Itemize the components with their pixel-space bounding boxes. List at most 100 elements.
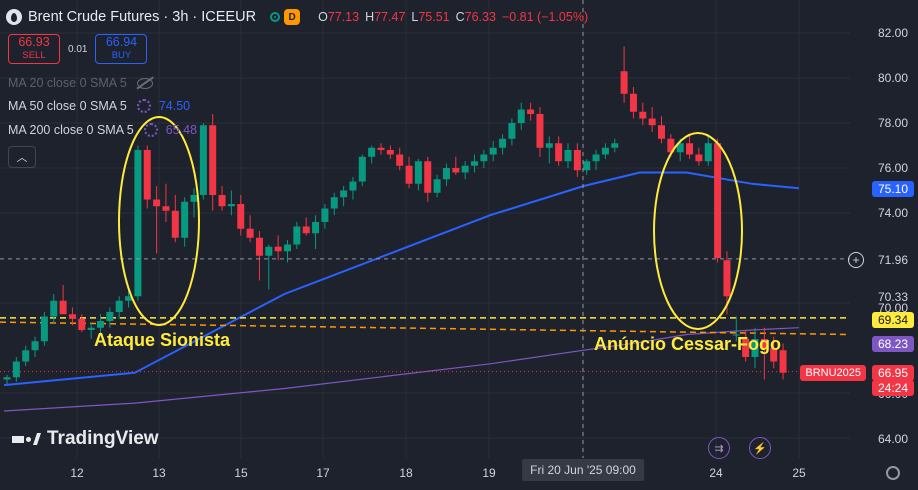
ma50-line-path bbox=[3, 171, 799, 387]
candle-body bbox=[723, 260, 731, 297]
spread-value: 0.01 bbox=[68, 43, 88, 55]
candle-body bbox=[312, 222, 320, 234]
candle-body bbox=[293, 226, 301, 245]
annotation-cessar-fogo: Anúncio Cessar-Fogo bbox=[594, 334, 782, 354]
tradingview-logo[interactable]: TradingView bbox=[12, 428, 159, 450]
ma200-line bbox=[3, 327, 799, 412]
candle-body bbox=[349, 181, 357, 191]
candle-body bbox=[377, 147, 385, 150]
close-value: 76.33 bbox=[464, 10, 496, 24]
candle-body bbox=[181, 201, 189, 238]
candle-body bbox=[442, 168, 450, 180]
candle-body bbox=[536, 114, 544, 148]
loading-icon bbox=[143, 123, 158, 137]
candle-body bbox=[424, 161, 432, 193]
hidden-eye-icon[interactable] bbox=[136, 77, 153, 89]
indicator-ma50[interactable]: MA 50 close 0 SMA 5 74.50 bbox=[8, 99, 191, 113]
ma200-price-tag: 68.23 bbox=[872, 336, 914, 352]
ataque-ellipse bbox=[118, 116, 200, 326]
candle-body bbox=[396, 154, 404, 166]
candle-body bbox=[134, 150, 142, 297]
y-tick: 82.00 bbox=[877, 26, 908, 40]
candle-body bbox=[545, 143, 553, 148]
collapse-legend-button[interactable]: ︿ bbox=[8, 146, 36, 168]
candle-body bbox=[564, 150, 572, 162]
x-tick: 18 bbox=[399, 466, 413, 480]
candle-body bbox=[629, 93, 637, 112]
high-value: 77.47 bbox=[374, 10, 406, 24]
economic-event-icon[interactable]: ⇉ bbox=[708, 437, 730, 459]
settings-gear-icon[interactable] bbox=[886, 466, 900, 480]
y-tick: 70.33 bbox=[877, 290, 908, 304]
add-alert-plus-icon[interactable]: + bbox=[848, 252, 864, 268]
candle-body bbox=[405, 165, 413, 184]
candle-body bbox=[199, 125, 207, 195]
chevron-up-icon: ︿ bbox=[16, 152, 28, 164]
market-status-pill[interactable]: D bbox=[270, 9, 301, 25]
news-event-icon[interactable]: ⚡ bbox=[749, 437, 771, 459]
candle-body bbox=[237, 204, 245, 229]
candle-body bbox=[555, 143, 563, 162]
candle-body bbox=[760, 339, 768, 348]
candle-body bbox=[153, 199, 161, 207]
sell-button[interactable]: 66.93 SELL bbox=[8, 34, 60, 64]
y-tick: 64.00 bbox=[877, 432, 908, 446]
candle-body bbox=[583, 161, 591, 171]
candle-body bbox=[527, 109, 535, 114]
candle-body bbox=[732, 334, 740, 336]
crosshair-time-label: Fri 20 Jun '25 09:00 bbox=[522, 459, 644, 481]
candle-body bbox=[162, 206, 170, 211]
candle-body bbox=[31, 341, 39, 351]
indicator-ma20[interactable]: MA 20 close 0 SMA 5 bbox=[8, 76, 159, 90]
candle-body bbox=[414, 161, 422, 184]
x-tick: 19 bbox=[482, 466, 496, 480]
candle-body bbox=[143, 150, 151, 200]
ma50-line bbox=[3, 171, 799, 387]
candle-body bbox=[125, 296, 133, 301]
annotation-ataque-sionista: Ataque Sionista bbox=[94, 330, 231, 350]
symbol-title[interactable]: Brent Crude Futures · 3h · ICEEUR bbox=[28, 9, 257, 25]
candle-body bbox=[284, 244, 291, 252]
brent-oil-drop-icon bbox=[6, 9, 22, 25]
candle-body bbox=[770, 348, 778, 362]
candle-body bbox=[461, 165, 469, 173]
candle-body bbox=[658, 125, 665, 139]
ma50-price-tag: 75.10 bbox=[872, 181, 914, 197]
candle-body bbox=[667, 138, 675, 153]
chart-header: Brent Crude Futures · 3h · ICEEUR D O77.… bbox=[6, 6, 588, 28]
candle-body bbox=[255, 237, 263, 256]
candle-body bbox=[22, 350, 30, 362]
x-tick: 24 bbox=[709, 466, 723, 480]
change-value: −0.81 (−1.05%) bbox=[501, 10, 589, 24]
candle-body bbox=[68, 314, 76, 319]
crosshair bbox=[0, 0, 850, 458]
candle-body bbox=[358, 156, 366, 182]
x-tick: 15 bbox=[234, 466, 248, 480]
y-tick: 80.00 bbox=[877, 71, 908, 85]
candle-body bbox=[106, 312, 114, 321]
low-value: 75.51 bbox=[418, 10, 450, 24]
candle-body bbox=[302, 226, 310, 234]
ohlc-values: O77.13 H77.47 L75.51 C76.33 −0.81 (−1.05… bbox=[318, 10, 589, 24]
bar-countdown-tag: 24:24 bbox=[872, 380, 914, 396]
candle-body bbox=[115, 300, 123, 312]
candle-body bbox=[489, 147, 497, 155]
candle-body bbox=[480, 154, 488, 162]
trade-panel: 66.93 SELL 0.01 66.94 BUY bbox=[8, 34, 148, 64]
candle-body bbox=[433, 179, 441, 193]
indicator-ma200[interactable]: MA 200 close 0 SMA 5 65.48 bbox=[8, 123, 198, 137]
candle-body bbox=[12, 361, 20, 378]
y-tick: 78.00 bbox=[877, 116, 908, 130]
candle-body bbox=[779, 350, 787, 373]
symbol-tag: BRNU2025 bbox=[800, 365, 866, 381]
candle-body bbox=[714, 143, 722, 258]
candle-body bbox=[3, 377, 11, 380]
buy-button[interactable]: 66.94 BUY bbox=[95, 34, 148, 64]
candle-body bbox=[190, 195, 198, 202]
data-delayed-badge: D bbox=[284, 9, 301, 25]
candle-body bbox=[209, 125, 217, 195]
candle-body bbox=[573, 150, 581, 171]
candle-body bbox=[499, 138, 507, 148]
x-tick: 17 bbox=[316, 466, 330, 480]
